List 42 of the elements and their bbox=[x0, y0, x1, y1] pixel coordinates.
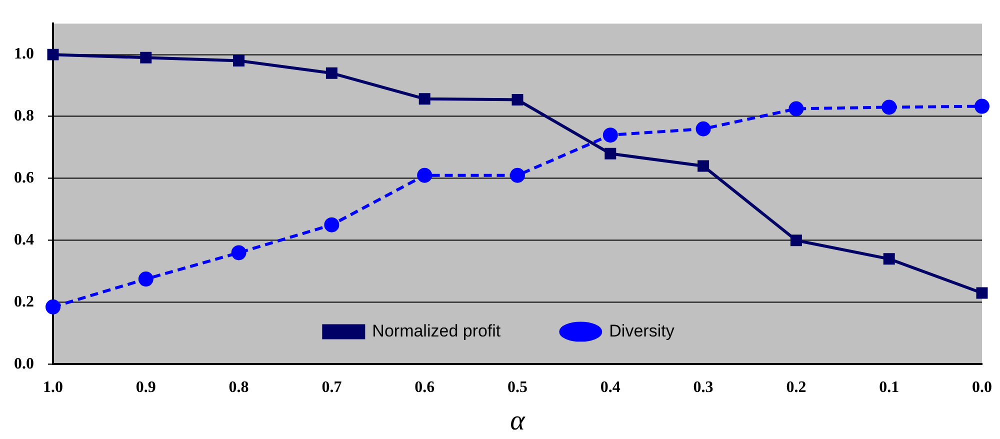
x-tick-label: 0.5 bbox=[508, 378, 528, 396]
point bbox=[140, 52, 152, 64]
point bbox=[696, 121, 711, 136]
point bbox=[882, 100, 897, 115]
point bbox=[47, 48, 59, 60]
y-tick-label: 0.8 bbox=[14, 108, 34, 125]
point bbox=[698, 160, 710, 172]
x-tick-label: 0.6 bbox=[414, 378, 435, 396]
point bbox=[418, 93, 430, 105]
point bbox=[602, 128, 618, 143]
x-axis-title: α bbox=[510, 406, 526, 437]
y-tick-label: 0.6 bbox=[14, 170, 34, 187]
x-tick-label: 0.0 bbox=[972, 378, 992, 396]
point bbox=[231, 245, 246, 260]
legend-label: Normalized profit bbox=[372, 321, 501, 340]
point bbox=[790, 234, 802, 246]
point bbox=[883, 253, 895, 265]
point bbox=[788, 101, 804, 116]
point bbox=[512, 94, 524, 106]
point bbox=[510, 168, 525, 183]
x-tick-label: 0.1 bbox=[879, 378, 900, 396]
point bbox=[233, 55, 245, 66]
point bbox=[324, 217, 340, 232]
legend-label: Diversity bbox=[609, 321, 675, 340]
x-tick-label: 0.3 bbox=[693, 378, 714, 396]
point bbox=[46, 299, 60, 314]
point bbox=[604, 148, 616, 160]
y-tick-label: 0.4 bbox=[14, 231, 34, 248]
y-tick-label: 1.0 bbox=[14, 46, 34, 63]
x-tick-label: 0.9 bbox=[136, 378, 156, 396]
x-tick-label: 0.7 bbox=[322, 378, 342, 396]
point bbox=[138, 272, 154, 287]
point bbox=[976, 287, 988, 299]
x-tick-label: 1.0 bbox=[43, 378, 63, 396]
point bbox=[417, 168, 432, 183]
point bbox=[974, 98, 990, 114]
x-tick-label: 0.4 bbox=[600, 378, 620, 396]
point bbox=[326, 67, 338, 79]
y-tick-label: 0.2 bbox=[14, 293, 34, 310]
x-tick-label: 0.2 bbox=[786, 378, 806, 396]
x-tick-label: 0.8 bbox=[228, 378, 249, 396]
y-tick-label: 0.0 bbox=[14, 355, 34, 372]
